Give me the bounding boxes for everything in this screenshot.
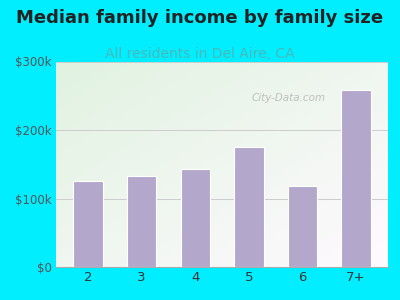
Bar (234, 147, 264, 267)
Text: Median family income by family size: Median family income by family size (16, 9, 384, 27)
Bar (127, 176, 156, 267)
Text: City-Data.com: City-Data.com (251, 94, 326, 103)
Bar (180, 169, 210, 267)
Bar (74, 182, 103, 267)
Bar (288, 186, 317, 267)
Text: All residents in Del Aire, CA: All residents in Del Aire, CA (105, 46, 295, 61)
Bar (341, 90, 370, 267)
